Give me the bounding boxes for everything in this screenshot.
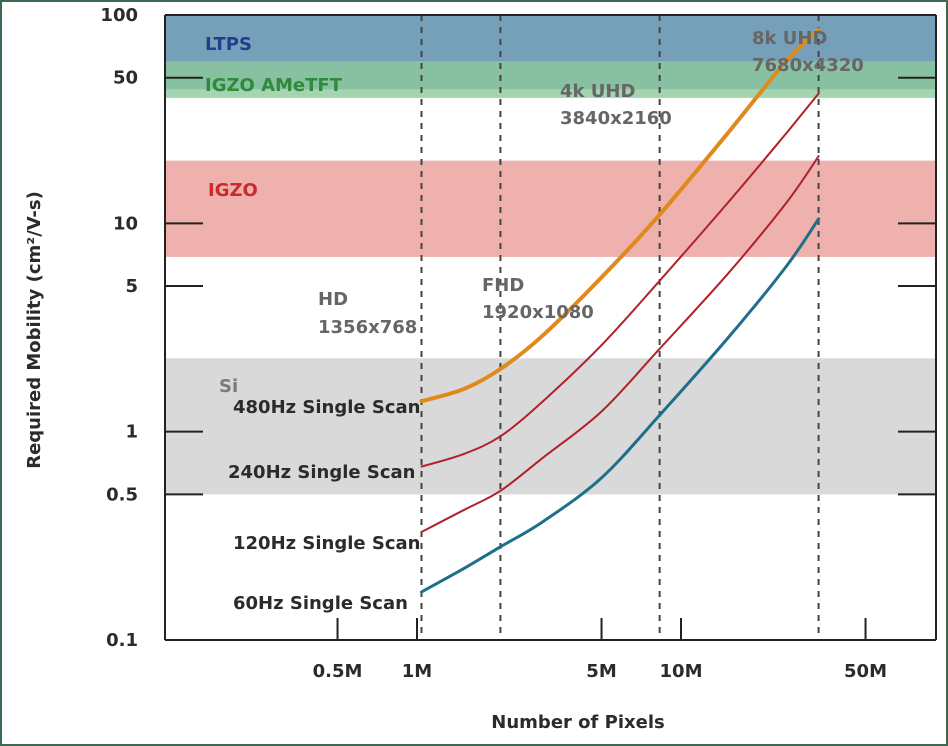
- y-tick-label: 10: [113, 213, 138, 234]
- resolution-name-4k-uhd: 4k UHD: [560, 81, 635, 102]
- resolution-size-8k-uhd: 7680x4320: [752, 55, 864, 76]
- y-tick-label: 1: [125, 422, 138, 443]
- resolution-size-fhd: 1920x1080: [482, 302, 594, 323]
- resolution-size-4k-uhd: 3840x2160: [560, 108, 672, 129]
- resolution-name-fhd: FHD: [482, 275, 524, 296]
- series-label-240hz-single-scan: 240Hz Single Scan: [228, 462, 415, 483]
- y-tick-label: 0.5: [106, 484, 138, 505]
- series-label-60hz-single-scan: 60Hz Single Scan: [233, 593, 408, 614]
- x-tick-label: 0.5M: [313, 661, 363, 682]
- band-label-igzo-ametft: IGZO AMeTFT: [205, 75, 343, 96]
- band-si: [165, 358, 936, 495]
- band-igzo-ametft: [165, 61, 936, 98]
- y-axis-title: Required Mobility (cm²/V-s): [24, 191, 45, 469]
- x-tick-label: 50M: [844, 661, 887, 682]
- y-tick-label: 50: [113, 68, 138, 89]
- band-label-si: Si: [219, 376, 238, 397]
- x-tick-label: 1M: [402, 661, 432, 682]
- resolution-size-hd: 1356x768: [318, 317, 417, 338]
- bands-layer: [165, 15, 936, 495]
- series-label-120hz-single-scan: 120Hz Single Scan: [233, 533, 420, 554]
- series-layer: [419, 27, 821, 594]
- band-label-igzo: IGZO: [208, 180, 258, 201]
- series-line-480hz-single-scan: [419, 27, 821, 404]
- resolution-name-hd: HD: [318, 289, 348, 310]
- y-tick-label: 100: [100, 5, 138, 26]
- band-igzo: [165, 160, 936, 257]
- y-tick-label: 0.1: [106, 630, 138, 651]
- series-line-120hz-single-scan: [420, 155, 820, 533]
- series-label-480hz-single-scan: 480Hz Single Scan: [233, 397, 420, 418]
- y-tick-label: 5: [125, 276, 138, 297]
- series-line-60hz-single-scan: [420, 217, 821, 594]
- x-tick-label: 5M: [586, 661, 616, 682]
- resolution-name-8k-uhd: 8k UHD: [752, 28, 827, 49]
- axis-layer: 0.1 0.5 1 5 10 50 100 0.5M 1M 5M 10M 50M: [100, 5, 937, 682]
- x-axis-title: Number of Pixels: [491, 712, 664, 733]
- band-label-ltps: LTPS: [205, 34, 252, 55]
- labels-layer: LTPS IGZO AMeTFT IGZO Si HD 1356x768 FHD 1920x1…: [205, 28, 864, 614]
- resolution-lines-layer: [420, 15, 820, 640]
- x-tick-label: 10M: [660, 661, 703, 682]
- series-line-240hz-single-scan: [420, 92, 820, 468]
